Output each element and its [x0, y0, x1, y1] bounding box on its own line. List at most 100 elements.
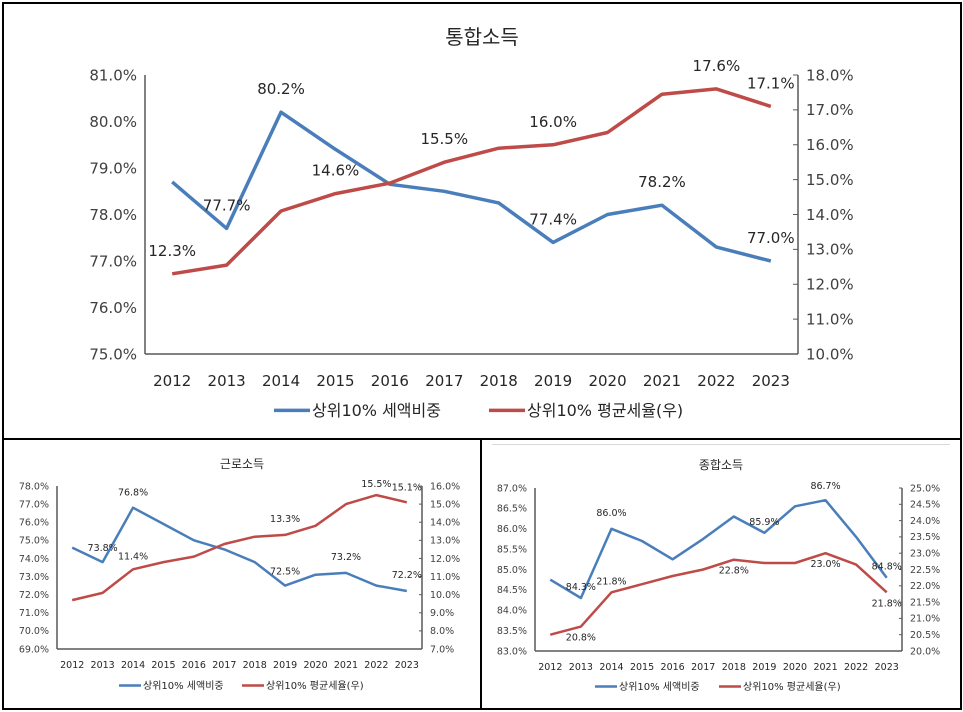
x-axis-tick-label: 2021 [813, 662, 837, 673]
right-axis-tick-label: 12.0% [806, 276, 854, 294]
right-axis-tick-label: 21.5% [910, 597, 940, 608]
x-axis-tick-label: 2023 [395, 660, 419, 671]
left-axis-tick-label: 83.5% [497, 626, 527, 637]
x-axis-tick-label: 2013 [208, 372, 246, 390]
left-axis-tick-label: 85.0% [497, 565, 527, 576]
x-axis-tick-label: 2016 [661, 662, 685, 673]
x-axis-tick-label: 2018 [722, 662, 746, 673]
data-label: 11.4% [118, 551, 148, 562]
labor-income-chart: 근로소득 69.0% 70.0% 71.0% 72.0% 73.0% 74.0% 75.0% 7… [19, 457, 460, 692]
right-axis-tick-label: 16.0% [430, 481, 460, 492]
data-label: 76.8% [118, 488, 148, 499]
right-axis-tick-label: 20.0% [910, 646, 940, 657]
data-label: 21.8% [872, 598, 902, 609]
right-axis-tick-label: 25.0% [910, 483, 940, 494]
series-line-tax-share [171, 110, 772, 263]
right-axis-tick-label: 13.0% [806, 241, 854, 259]
right-axis-tick-label: 24.0% [910, 516, 940, 527]
x-axis-tick-label: 2022 [364, 660, 388, 671]
right-axis-tick-label: 10.0% [430, 590, 460, 601]
data-label: 72.2% [392, 570, 422, 581]
top-divider [492, 444, 950, 445]
x-axis-tick-label: 2015 [630, 662, 654, 673]
data-label: 77.4% [529, 210, 577, 228]
data-label: 23.0% [810, 559, 840, 570]
left-axis-tick-label: 75.0% [89, 345, 137, 363]
x-axis-tick-label: 2014 [121, 660, 145, 671]
combined-income-chart: 종합소득 83.0% 83.5% 84.0% 84.5% 85.0% 85.5% 86.0% 8… [497, 458, 940, 693]
right-axis-tick-label: 14.0% [806, 206, 854, 224]
left-axis-tick-label: 77.0% [89, 252, 137, 270]
x-axis-tick-label: 2016 [371, 372, 409, 390]
x-axis-tick-label: 2018 [480, 372, 518, 390]
left-axis-tick-label: 85.5% [497, 544, 527, 555]
right-axis-tick-label: 16.0% [806, 136, 854, 154]
left-axis-tick-label: 71.0% [19, 608, 49, 619]
right-axis-tick-label: 14.0% [430, 518, 460, 529]
legend-label: 상위10% 세액비중 [143, 679, 224, 692]
left-axis-tick-label: 78.0% [19, 481, 49, 492]
x-axis-tick-label: 2013 [569, 662, 593, 673]
right-axis-tick-label: 13.0% [430, 536, 460, 547]
left-axis-tick-label: 76.0% [89, 299, 137, 317]
right-axis-tick-label: 21.0% [910, 614, 940, 625]
data-label: 15.5% [420, 130, 468, 148]
x-axis-tick-label: 2012 [153, 372, 191, 390]
x-axis-tick-label: 2012 [538, 662, 562, 673]
x-axis-tick-label: 2022 [844, 662, 868, 673]
x-axis-tick-label: 2017 [212, 660, 236, 671]
main-chart: 통합소득 75.0% 76.0% 77.0% 78.0% 79.0% 80.0% 81.0% 1… [89, 25, 854, 420]
right-axis-tick-label: 7.0% [430, 644, 454, 655]
left-axis-tick-label: 80.0% [89, 113, 137, 131]
left-axis-tick-label: 70.0% [19, 626, 49, 637]
data-label: 12.3% [148, 242, 196, 260]
data-label: 15.5% [361, 479, 391, 490]
x-axis-tick-label: 2012 [60, 660, 84, 671]
x-axis-tick-label: 2019 [752, 662, 776, 673]
x-axis-tick-label: 2019 [273, 660, 297, 671]
data-label: 21.8% [596, 576, 626, 587]
data-label: 17.1% [747, 74, 795, 92]
data-label: 85.9% [749, 517, 779, 528]
x-axis-tick-label: 2017 [425, 372, 463, 390]
series-line-avg-tax-rate [549, 551, 888, 636]
right-axis-tick-label: 20.5% [910, 630, 940, 641]
right-axis-tick-label: 24.5% [910, 500, 940, 511]
x-axis-tick-label: 2017 [691, 662, 715, 673]
legend-label: 상위10% 평균세율(우) [527, 401, 683, 420]
left-axis-tick-label: 81.0% [89, 66, 137, 84]
right-axis-tick-label: 22.0% [910, 581, 940, 592]
data-label: 22.8% [719, 566, 749, 577]
x-axis-tick-label: 2018 [243, 660, 267, 671]
labor-income-chart-panel: 근로소득 69.0% 70.0% 71.0% 72.0% 73.0% 74.0% 75.0% 7… [2, 438, 482, 710]
left-axis-tick-label: 78.0% [89, 206, 137, 224]
right-axis-tick-label: 17.0% [806, 101, 854, 119]
left-axis-tick-label: 76.0% [19, 518, 49, 529]
data-label: 86.0% [596, 508, 626, 519]
right-axis-tick-label: 10.0% [806, 345, 854, 363]
data-label: 20.8% [566, 633, 596, 644]
right-axis-tick-label: 11.0% [430, 572, 460, 583]
right-axis-tick-label: 12.0% [430, 554, 460, 565]
x-axis-tick-label: 2016 [182, 660, 206, 671]
left-axis-tick-label: 69.0% [19, 644, 49, 655]
right-axis-tick-label: 15.0% [806, 171, 854, 189]
x-axis-tick-label: 2022 [697, 372, 735, 390]
data-label: 77.7% [203, 196, 251, 214]
left-axis-tick-label: 84.5% [497, 585, 527, 596]
x-axis-tick-label: 2020 [783, 662, 807, 673]
right-axis-tick-label: 18.0% [806, 66, 854, 84]
data-label: 13.3% [270, 514, 300, 525]
x-axis-tick-label: 2020 [303, 660, 327, 671]
x-axis-tick-label: 2023 [875, 662, 899, 673]
series-line-tax-share [71, 506, 408, 593]
data-label: 17.6% [693, 57, 741, 75]
series-line-avg-tax-rate [171, 87, 772, 276]
x-axis-tick-label: 2015 [316, 372, 354, 390]
left-axis-tick-label: 86.0% [497, 524, 527, 535]
left-axis-tick-label: 79.0% [89, 159, 137, 177]
data-label: 80.2% [257, 80, 305, 98]
combined-income-chart-panel: 종합소득 83.0% 83.5% 84.0% 84.5% 85.0% 85.5% 86.0% 8… [480, 438, 962, 710]
x-axis-tick-label: 2015 [151, 660, 175, 671]
right-axis-tick-label: 15.0% [430, 499, 460, 510]
